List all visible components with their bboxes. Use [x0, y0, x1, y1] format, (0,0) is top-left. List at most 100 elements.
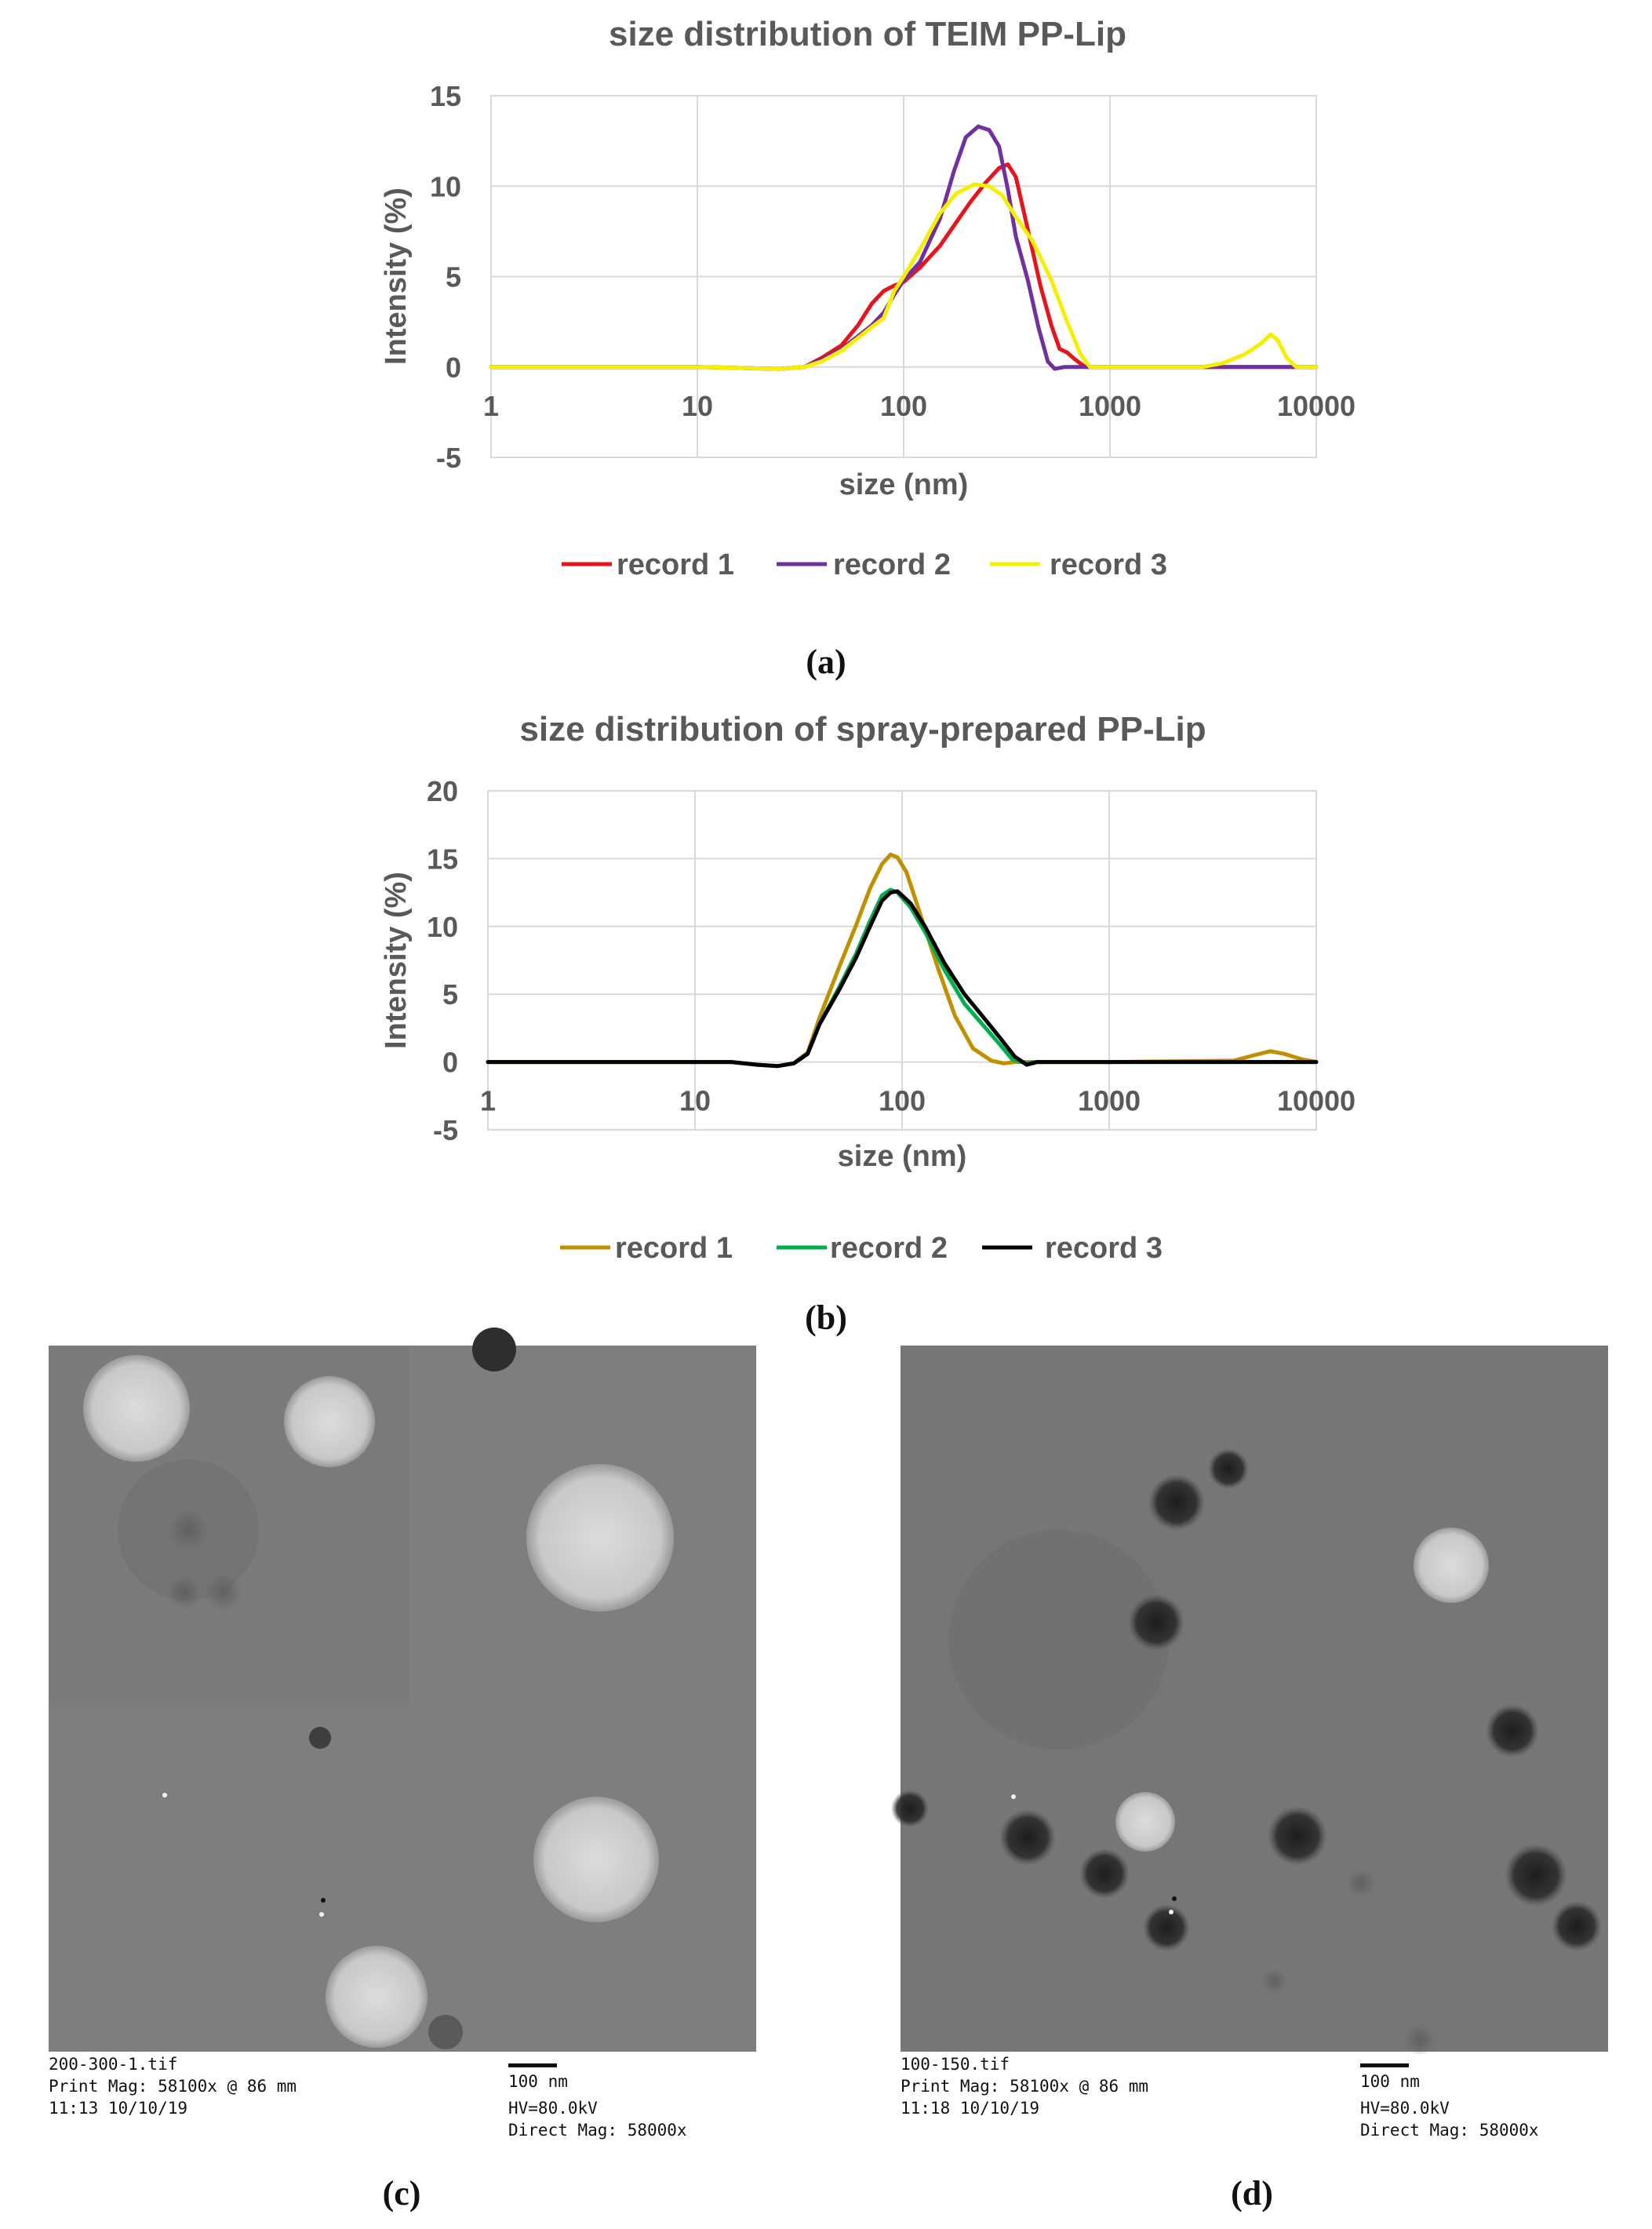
tem-c-liposome [533, 1797, 659, 1922]
chartA-y-tick-label: 10 [430, 170, 461, 202]
chartB-x-tick-label: 1 [480, 1085, 496, 1117]
tem-d-dark-particle [891, 1790, 929, 1827]
chartA-series-line-record-3 [489, 182, 1319, 371]
chart-a: size distribution of TEIM PP-Lip -505101… [380, 15, 1355, 681]
tem-c-faint-particle [167, 1575, 202, 1610]
chart-a-x-axis-label: size (nm) [839, 468, 969, 501]
tem-d-scale-bar [1360, 2063, 1409, 2067]
tem-d-direct-mag: Direct Mag: 58000x [1360, 2121, 1539, 2140]
tem-d-bright-speck [1169, 1910, 1174, 1914]
chart-a-legend-label-record-2: record 2 [833, 548, 951, 581]
chartB-y-tick-label: 15 [427, 843, 458, 875]
chart-b-y-ticks: -5 0 5 10 15 20 [427, 775, 458, 1146]
tem-c-dark-particle [428, 2015, 463, 2049]
chart-b-legend: record 1 record 2 record 3 [560, 1232, 1163, 1265]
panel-label-a: (a) [806, 643, 846, 681]
tem-c-scale-label: 100 nm [508, 2072, 568, 2091]
tem-d-liposome [1414, 1528, 1489, 1603]
tem-d-dark-particle [1079, 1848, 1130, 1899]
chart-a-title: size distribution of TEIM PP-Lip [609, 15, 1126, 53]
tem-c-faint-particle [205, 1574, 242, 1612]
chartB-series-line-record-3 [486, 889, 1319, 1069]
tem-d-print-mag: Print Mag: 58100x @ 86 mm [901, 2077, 1148, 2096]
chart-a-legend-label-record-1: record 1 [617, 548, 734, 581]
chart-a-x-ticks: 1 10 100 1000 10000 [483, 390, 1355, 422]
chartA-series-line-record-1 [489, 162, 1319, 371]
tem-c-bright-speck [319, 1912, 324, 1917]
chart-b-legend-label-record-3: record 3 [1045, 1232, 1163, 1265]
chartB-x-tick-label: 10 [679, 1085, 711, 1117]
chartA-x-tick-label: 10000 [1277, 390, 1355, 422]
chart-b: size distribution of spray-prepared PP-L… [380, 710, 1355, 1337]
tem-d-scale-label: 100 nm [1360, 2072, 1420, 2091]
tem-c-liposome [526, 1464, 674, 1612]
tem-c-dark-speck [321, 1898, 326, 1903]
chart-b-title: size distribution of spray-prepared PP-L… [519, 710, 1206, 748]
tem-d-filename: 100-150.tif [901, 2055, 1010, 2074]
tem-c-direct-mag: Direct Mag: 58000x [508, 2121, 687, 2140]
tem-c-bright-speck [162, 1793, 167, 1797]
tem-d-dark-particle [1128, 1594, 1184, 1651]
chart-a-legend: record 1 record 2 record 3 [562, 548, 1167, 581]
chartA-x-tick-label: 1 [483, 390, 499, 422]
chartA-x-tick-label: 10 [682, 390, 713, 422]
tem-d-dark-particle [1486, 1704, 1539, 1757]
chartA-y-tick-label: 5 [446, 261, 461, 293]
tem-d-dark-particle [1208, 1448, 1249, 1489]
tem-d-dark-particle [999, 1809, 1056, 1866]
tem-image-c: 200-300-1.tif Print Mag: 58100x @ 86 mm … [49, 1328, 756, 2213]
tem-c-print-mag: Print Mag: 58100x @ 86 mm [49, 2077, 297, 2096]
chartB-x-tick-label: 100 [879, 1085, 926, 1117]
tem-d-hv: HV=80.0kV [1360, 2099, 1450, 2118]
chart-b-x-axis-label: size (nm) [838, 1140, 967, 1173]
chart-b-x-ticks: 1 10 100 1000 10000 [480, 1085, 1355, 1117]
chart-a-series-group [489, 124, 1319, 371]
tem-d-dark-particle [1143, 1904, 1190, 1951]
tem-d-dark-particle [1505, 1844, 1567, 1907]
tem-c-scale-bar [508, 2063, 557, 2067]
chart-b-series-group [486, 852, 1319, 1069]
tem-d-dark-speck [1172, 1896, 1177, 1901]
chart-b-gridlines [487, 790, 1317, 1131]
panel-label-c: (c) [383, 2174, 421, 2213]
tem-c-liposome [83, 1355, 190, 1462]
chartA-y-tick-label: 15 [430, 80, 461, 112]
tem-d-datetime: 11:18 10/10/19 [901, 2099, 1039, 2118]
tem-d-faint-particle [1262, 1969, 1287, 1994]
chartB-y-tick-label: 5 [442, 978, 458, 1011]
chartB-x-tick-label: 1000 [1078, 1085, 1141, 1117]
chartB-y-tick-label: 10 [427, 911, 458, 943]
chartB-y-tick-label: -5 [433, 1114, 458, 1146]
chartB-y-tick-label: 20 [427, 775, 458, 807]
tem-d-dark-particle [1552, 1901, 1602, 1951]
panel-label-d: (d) [1231, 2174, 1273, 2213]
tem-d-faint-particle [1404, 2024, 1435, 2056]
tem-d-liposome [1115, 1792, 1175, 1852]
tem-d-dark-particle [1268, 1806, 1327, 1866]
tem-c-dark-dot [309, 1727, 331, 1749]
tem-d-faint-particle [1347, 1869, 1375, 1897]
panel-label-b: (b) [805, 1298, 847, 1337]
chart-a-y-ticks: -5 0 5 10 15 [430, 80, 461, 474]
tem-c-datetime: 11:13 10/10/19 [49, 2099, 187, 2118]
chartA-y-tick-label: 0 [446, 351, 461, 384]
tem-image-d: 100-150.tif Print Mag: 58100x @ 86 mm 11… [891, 1346, 1608, 2213]
tem-c-dark-particle [472, 1328, 516, 1371]
chart-b-legend-label-record-1: record 1 [615, 1232, 733, 1265]
chart-b-plot-frame [487, 790, 1317, 1131]
tem-d-dark-particle [1148, 1474, 1205, 1531]
chart-a-plot-frame [490, 95, 1317, 458]
chartA-x-tick-label: 1000 [1079, 390, 1141, 422]
chart-b-y-axis-label: Intensity (%) [380, 872, 413, 1049]
tem-d-faint-patch [949, 1530, 1169, 1750]
chart-b-legend-label-record-2: record 2 [830, 1232, 948, 1265]
tem-c-faint-particle [168, 1510, 209, 1550]
tem-c-filename: 200-300-1.tif [49, 2055, 177, 2074]
chart-a-legend-label-record-3: record 3 [1050, 548, 1167, 581]
tem-c-hv: HV=80.0kV [508, 2099, 598, 2118]
chartB-x-tick-label: 10000 [1277, 1085, 1355, 1117]
tem-c-liposome [284, 1376, 375, 1467]
chartB-y-tick-label: 0 [442, 1047, 458, 1079]
tem-c-liposome [326, 1946, 428, 2048]
